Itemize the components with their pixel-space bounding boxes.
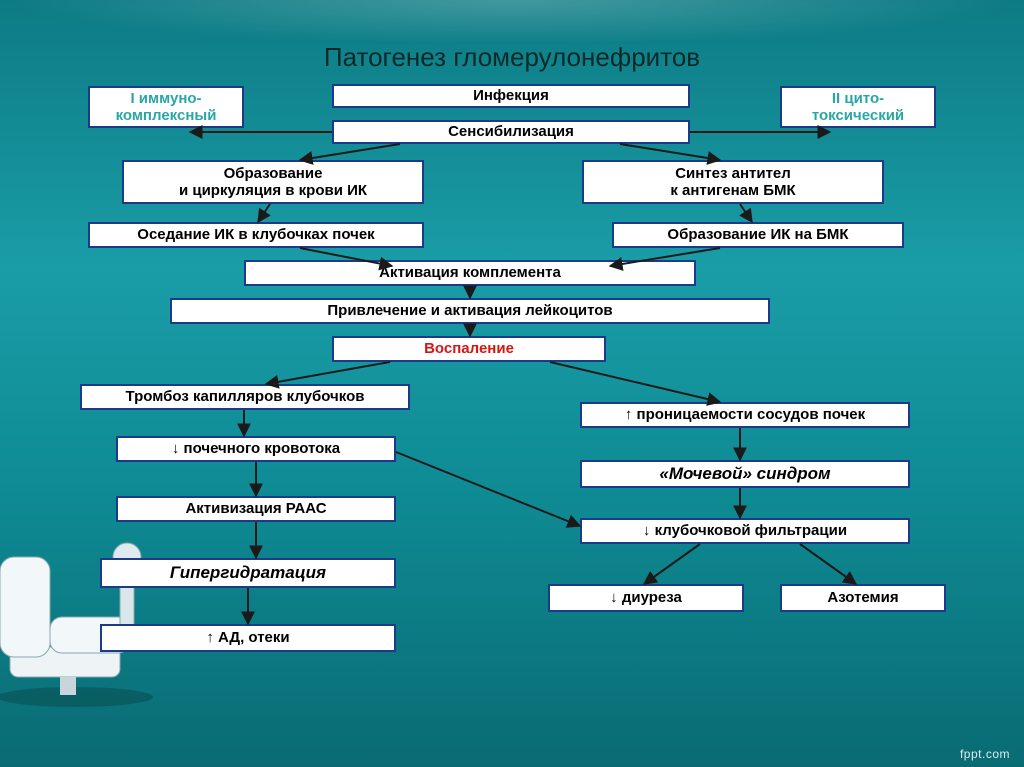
node-urinary: «Мочевой» синдром [580,460,910,488]
node-label: ↑ проницаемости сосудов почек [588,406,902,423]
page-title: Патогенез гломерулонефритов [0,42,1024,73]
node-cyto: II цито-токсический [780,86,936,128]
node-label: Оседание ИК в клубочках почек [96,226,416,243]
edge-sensib-synthAb [620,144,720,160]
node-label: Активизация РААС [124,500,388,517]
node-label: Инфекция [340,87,682,104]
edge-inflam-perm [550,362,720,402]
edge-bloodflow-gfr [396,452,580,526]
node-label: Сенсибилизация [340,123,682,140]
node-synthAb: Синтез антителк антигенам БМК [582,160,884,204]
edge-formIC-deposit [258,204,270,222]
node-complement: Активация комплемента [244,260,696,286]
node-immuno: I иммуно-комплексный [88,86,244,128]
node-azotemia: Азотемия [780,584,946,612]
node-label: Образованиеи циркуляция в крови ИК [130,165,416,200]
node-sensib: Сенсибилизация [332,120,690,144]
node-raas: Активизация РААС [116,496,396,522]
edge-gfr-diuresis [644,544,700,584]
node-label: Активация комплемента [252,264,688,281]
node-gfr: ↓ клубочковой фильтрации [580,518,910,544]
node-bloodflow: ↓ почечного кровотока [116,436,396,462]
node-leuko: Привлечение и активация лейкоцитов [170,298,770,324]
node-label: Образование ИК на БМК [620,226,896,243]
node-deposit: Оседание ИК в клубочках почек [88,222,424,248]
node-label: II цито-токсический [788,90,928,125]
node-inflam: Воспаление [332,336,606,362]
node-label: «Мочевой» синдром [588,464,902,484]
node-formBMK: Образование ИК на БМК [612,222,904,248]
node-label: Привлечение и активация лейкоцитов [178,302,762,319]
node-label: ↓ клубочковой фильтрации [588,522,902,539]
node-bp: ↑ АД, отеки [100,624,396,652]
node-hyperhydr: Гипергидратация [100,558,396,588]
node-label: ↓ почечного кровотока [124,440,388,457]
node-diuresis: ↓ диуреза [548,584,744,612]
node-label: Азотемия [788,589,938,606]
edge-inflam-thromb [266,362,390,384]
node-perm: ↑ проницаемости сосудов почек [580,402,910,428]
node-infection: Инфекция [332,84,690,108]
node-label: Гипергидратация [108,563,388,583]
edge-synthAb-formBMK [740,204,752,222]
node-label: Тромбоз капилляров клубочков [88,388,402,405]
node-label: ↑ АД, отеки [108,629,388,646]
node-label: ↓ диуреза [556,589,736,606]
node-formIC: Образованиеи циркуляция в крови ИК [122,160,424,204]
edge-sensib-formIC [300,144,400,160]
footer-credit: fppt.com [960,747,1010,761]
edge-gfr-azotemia [800,544,856,584]
node-thromb: Тромбоз капилляров клубочков [80,384,410,410]
dentist-chair-illustration [0,497,160,707]
node-label: Синтез антителк антигенам БМК [590,165,876,200]
node-label: Воспаление [340,340,598,357]
node-label: I иммуно-комплексный [96,90,236,125]
